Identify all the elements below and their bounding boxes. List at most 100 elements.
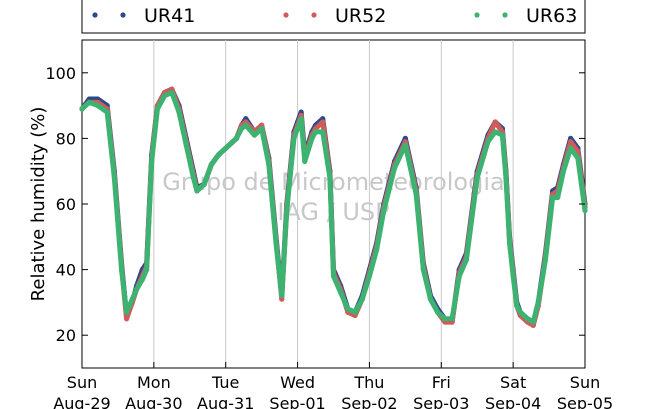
data-point (391, 165, 398, 171)
data-point (298, 116, 304, 122)
legend-marker (92, 12, 98, 18)
data-point (86, 99, 92, 105)
x-tick-label-date: Sep-04 (485, 394, 541, 409)
data-point (243, 122, 249, 128)
data-point (95, 103, 101, 109)
data-point (345, 306, 351, 312)
data-point (338, 289, 344, 296)
data-point (273, 240, 279, 246)
data-point (352, 309, 358, 315)
x-tick-label-date: Sep-01 (269, 394, 325, 409)
data-point (266, 162, 272, 168)
x-tick-label-day: Sat (500, 373, 526, 392)
data-point (568, 145, 574, 151)
data-point (359, 296, 365, 302)
data-point (134, 286, 140, 292)
data-point (251, 132, 258, 138)
series-ur63 (79, 89, 588, 325)
data-point (309, 135, 315, 141)
data-point (149, 158, 155, 164)
legend-entry-ur52: UR52 (283, 5, 386, 27)
x-tick-label-day: Wed (280, 373, 315, 392)
data-point (118, 267, 125, 273)
data-point (190, 175, 196, 181)
data-point (530, 319, 536, 325)
legend-label: UR63 (526, 5, 577, 27)
data-point (230, 139, 236, 145)
data-point (123, 309, 130, 315)
data-point (542, 257, 549, 263)
data-point (208, 162, 214, 168)
data-point (129, 296, 135, 302)
data-point (194, 188, 200, 194)
x-tick-label-day: Tue (211, 373, 239, 392)
data-point (535, 299, 541, 305)
data-point (320, 129, 326, 135)
data-point (420, 267, 426, 273)
data-point (582, 207, 588, 214)
legend-box (81, 0, 586, 34)
data-point (427, 296, 434, 302)
data-point (449, 316, 455, 322)
x-tick-label-day: Sun (67, 373, 97, 392)
data-point (510, 273, 516, 279)
data-point (442, 316, 448, 322)
legend-marker (311, 12, 317, 18)
data-point (517, 309, 523, 315)
x-tick-label-day: Mon (137, 373, 171, 392)
x-tick-label-day: Thu (353, 373, 384, 392)
data-point (312, 129, 319, 135)
data-point (499, 132, 505, 138)
data-point (279, 293, 285, 299)
data-point (169, 89, 175, 96)
data-point (144, 267, 150, 273)
data-point (111, 175, 117, 181)
legend-label: UR52 (335, 5, 386, 27)
data-point (238, 125, 245, 132)
x-axis: Sun Aug-29 Mon Aug-30 Tue Aug-31 Wed Sep-01 Thu S… (53, 362, 613, 409)
y-tick-label: 80 (56, 129, 76, 148)
data-point (560, 168, 567, 174)
data-point (366, 273, 373, 279)
series-layer (79, 86, 588, 328)
data-point (374, 247, 380, 253)
data-point (139, 276, 145, 283)
x-tick-label-date: Aug-29 (53, 394, 110, 409)
legend-marker (474, 12, 480, 18)
data-point (79, 106, 85, 112)
legend-marker (120, 12, 126, 18)
data-point (201, 181, 207, 187)
x-tick-label-day: Sun (570, 373, 600, 392)
data-point (555, 194, 561, 201)
data-point (259, 125, 265, 132)
data-point (215, 152, 222, 158)
data-point (162, 93, 168, 99)
data-point (284, 207, 290, 214)
x-tick-label-date: Sep-03 (413, 394, 469, 409)
data-point (503, 175, 509, 181)
data-point (575, 155, 581, 161)
y-axis: 20 40 60 80 100 (45, 64, 585, 345)
data-point (104, 109, 110, 115)
data-point (492, 129, 498, 135)
legend-marker (502, 12, 508, 18)
gridlines (153, 40, 514, 368)
legend-entry-ur63: UR63 (474, 5, 577, 27)
y-tick-label: 60 (56, 195, 76, 214)
data-point (550, 194, 556, 201)
data-point (463, 257, 470, 263)
data-point (176, 109, 182, 115)
data-point (154, 106, 161, 112)
data-point (524, 316, 531, 322)
data-point (294, 125, 301, 132)
data-point (514, 303, 520, 309)
data-point (568, 139, 574, 145)
data-point (320, 119, 326, 125)
x-tick-label-date: Aug-30 (125, 394, 182, 409)
data-point (474, 175, 480, 181)
data-point (413, 191, 419, 197)
data-point (233, 135, 240, 141)
watermark-line: Grupo de Micrometeorologia (162, 168, 504, 196)
data-point (327, 175, 333, 181)
